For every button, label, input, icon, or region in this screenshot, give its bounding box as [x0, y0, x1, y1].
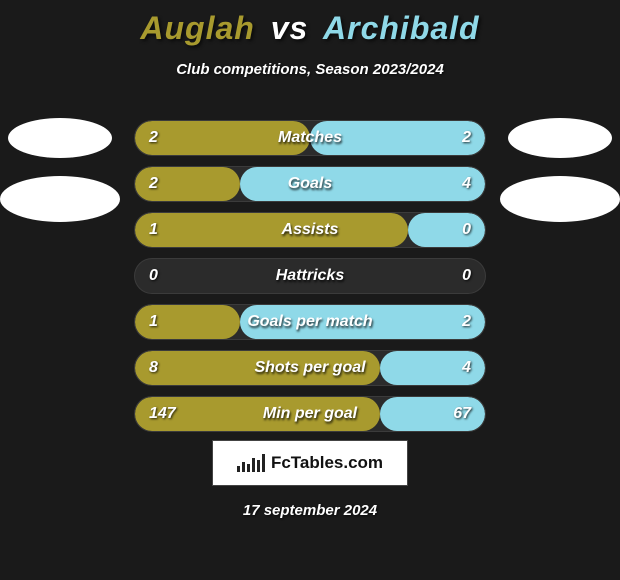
date-text: 17 september 2024 [0, 502, 620, 519]
stat-label: Hattricks [135, 267, 485, 285]
stat-label: Goals [135, 175, 485, 193]
title-player2: Archibald [323, 10, 480, 46]
bars-icon [237, 454, 265, 472]
stat-row: 12Goals per match [134, 304, 486, 340]
avatar-body-icon [500, 176, 620, 222]
subtitle: Club competitions, Season 2023/2024 [0, 61, 620, 78]
stats-list: 22Matches 24Goals 10Assists 00Hattricks 12Go… [134, 120, 486, 442]
brand-text: FcTables.com [271, 453, 383, 473]
stat-row: 84Shots per goal [134, 350, 486, 386]
stat-label: Min per goal [135, 405, 485, 423]
stat-label: Goals per match [135, 313, 485, 331]
page-title: Auglah vs Archibald [0, 0, 620, 47]
title-vs: vs [271, 10, 309, 46]
stat-row: 24Goals [134, 166, 486, 202]
stat-row: 10Assists [134, 212, 486, 248]
player2-avatar [504, 118, 616, 238]
stat-label: Matches [135, 129, 485, 147]
stat-label: Assists [135, 221, 485, 239]
brand-badge: FcTables.com [212, 440, 408, 486]
stat-row: 00Hattricks [134, 258, 486, 294]
stat-row: 22Matches [134, 120, 486, 156]
title-player1: Auglah [140, 10, 254, 46]
stat-label: Shots per goal [135, 359, 485, 377]
comparison-card: Auglah vs Archibald Club competitions, S… [0, 0, 620, 580]
stat-row: 14767Min per goal [134, 396, 486, 432]
avatar-head-icon [508, 118, 612, 158]
avatar-body-icon [0, 176, 120, 222]
avatar-head-icon [8, 118, 112, 158]
player1-avatar [4, 118, 116, 238]
